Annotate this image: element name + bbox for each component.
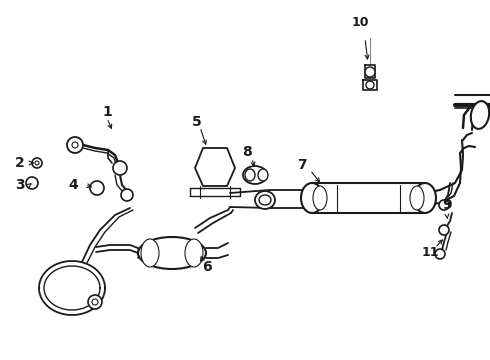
Circle shape bbox=[67, 137, 83, 153]
Ellipse shape bbox=[259, 195, 271, 205]
Circle shape bbox=[35, 161, 39, 165]
Text: 1: 1 bbox=[102, 105, 112, 119]
Ellipse shape bbox=[245, 169, 255, 181]
Ellipse shape bbox=[313, 186, 327, 210]
Circle shape bbox=[26, 177, 38, 189]
Ellipse shape bbox=[258, 169, 268, 181]
Circle shape bbox=[439, 200, 449, 210]
Ellipse shape bbox=[141, 239, 159, 267]
Text: 8: 8 bbox=[242, 145, 252, 159]
Text: 11: 11 bbox=[421, 246, 439, 258]
Polygon shape bbox=[195, 148, 235, 186]
Circle shape bbox=[92, 299, 98, 305]
Circle shape bbox=[90, 181, 104, 195]
Circle shape bbox=[72, 142, 78, 148]
Text: 4: 4 bbox=[68, 178, 78, 192]
Text: 7: 7 bbox=[297, 158, 307, 172]
Ellipse shape bbox=[138, 237, 206, 269]
Text: 6: 6 bbox=[202, 260, 212, 274]
Circle shape bbox=[366, 81, 374, 89]
Circle shape bbox=[32, 158, 42, 168]
Ellipse shape bbox=[414, 183, 436, 213]
Text: 10: 10 bbox=[351, 15, 369, 28]
Ellipse shape bbox=[410, 186, 424, 210]
Circle shape bbox=[88, 295, 102, 309]
Circle shape bbox=[113, 161, 127, 175]
Ellipse shape bbox=[255, 191, 275, 209]
Ellipse shape bbox=[185, 239, 203, 267]
Text: 5: 5 bbox=[192, 115, 202, 129]
Text: 3: 3 bbox=[15, 178, 25, 192]
Circle shape bbox=[439, 225, 449, 235]
Ellipse shape bbox=[471, 101, 489, 129]
Circle shape bbox=[121, 189, 133, 201]
Text: 9: 9 bbox=[442, 198, 452, 212]
Ellipse shape bbox=[301, 183, 323, 213]
Circle shape bbox=[435, 249, 445, 259]
Ellipse shape bbox=[243, 166, 267, 184]
Circle shape bbox=[365, 67, 375, 77]
Text: 2: 2 bbox=[15, 156, 25, 170]
